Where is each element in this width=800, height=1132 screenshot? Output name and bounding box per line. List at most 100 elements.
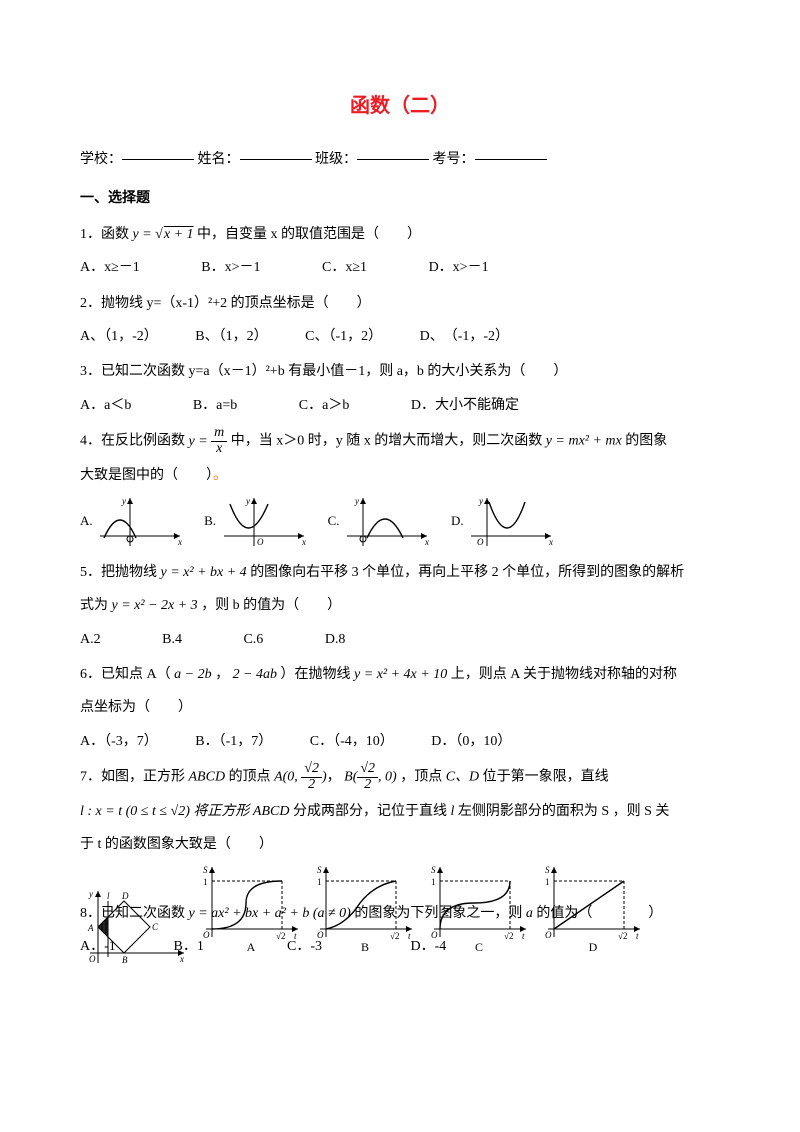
q6-eq: y = x² + 4x + 10	[354, 667, 447, 682]
q5-l2-p2: ，则 b 的值为（ ）	[201, 598, 341, 613]
q7-graph-c: tS O 1 √2	[426, 863, 532, 941]
q4-label-d: D.	[451, 513, 464, 528]
svg-text:D: D	[121, 891, 129, 901]
q4-graph-a-wrap[interactable]: A. xy	[80, 494, 186, 550]
q7-graph-c-wrap[interactable]: tS O 1 √2 C	[426, 863, 532, 966]
q5-opt-d[interactable]: D.8	[325, 625, 346, 654]
q7-graph-b: tS O 1 √2	[312, 863, 418, 941]
q7-l2p3: 分成两部分，记位于直线	[289, 804, 450, 819]
q7-graph-b-wrap[interactable]: tS O 1 √2 B	[312, 863, 418, 966]
q7-B-label: B(	[344, 770, 357, 785]
q2-options: A、（1，-2） B、（1，2） C、（-1，2） D、 （-1，-2）	[80, 322, 720, 351]
q3-stem: 3．已知二次函数 y=a（x－1）²+b 有最小值－1，则 a，b 的大小关系为…	[80, 364, 567, 379]
class-blank[interactable]	[357, 158, 429, 160]
q4-p1: 4．在反比例函数	[80, 434, 189, 449]
q6-p1: 6．已知点 A（	[80, 667, 171, 682]
q7-graph-a: tS O 1 √2	[198, 863, 304, 941]
q7-label-c: C	[426, 935, 532, 960]
q6-p3: 上，则点 A 关于抛物线对称轴的对称	[451, 667, 677, 682]
q1-stem-suffix: 中，自变量 x 的取值范围是（ ）	[197, 227, 421, 242]
name-blank[interactable]	[240, 158, 312, 160]
q4-den: x	[211, 442, 227, 457]
q3-opt-d[interactable]: D．大小不能确定	[411, 391, 519, 420]
q7-f1d: 2	[301, 778, 322, 793]
examno-blank[interactable]	[475, 158, 547, 160]
q2-opt-b[interactable]: B、（1，2）	[195, 322, 267, 351]
svg-text:y: y	[354, 496, 359, 506]
svg-text:y: y	[478, 496, 483, 506]
q6-opt-c[interactable]: C．（-4，10）	[310, 727, 394, 756]
svg-text:x: x	[424, 537, 429, 547]
svg-text:S: S	[317, 865, 322, 875]
q6-line2: 点坐标为（ ）	[80, 700, 192, 715]
q2-opt-a[interactable]: A、（1，-2）	[80, 322, 158, 351]
q5-opt-a[interactable]: A.2	[80, 625, 101, 654]
q6-opt-a[interactable]: A．（-3，7）	[80, 727, 158, 756]
q5-opt-b[interactable]: B.4	[162, 625, 182, 654]
student-info-line: 学校： 姓名： 班级： 考号：	[80, 145, 720, 174]
q4-label-a: A.	[80, 513, 93, 528]
q6-options: A．（-3，7） B．（-1，7） C．（-4，10） D．（0，10）	[80, 727, 720, 756]
q7-l2p4: 左侧阴影部分的面积为 S ，则 S 关	[454, 804, 669, 819]
question-3: 3．已知二次函数 y=a（x－1）²+b 有最小值－1，则 a，b 的大小关系为…	[80, 357, 720, 386]
q7-p1: 7．如图，正方形	[80, 770, 189, 785]
q7-label-d: D	[540, 935, 646, 960]
q7-graph-d-wrap[interactable]: tS O 1 √2 D	[540, 863, 646, 966]
q4-graph-c-wrap[interactable]: C. xy	[328, 494, 433, 550]
orange-dot-icon: 。	[213, 468, 227, 483]
q4-frac: y = mx	[189, 434, 231, 449]
question-2: 2．抛物线 y=（x-1）²+2 的顶点坐标是（ ）	[80, 289, 720, 318]
q4-graph-d: xy O	[467, 494, 557, 550]
svg-text:y: y	[245, 496, 250, 506]
q3-options: A．a＜b B．a=b C．a＞b D．大小不能确定	[80, 391, 720, 420]
q7-f2n: √2	[357, 762, 378, 778]
question-6: 6．已知点 A（ a − 2b ， 2 − 4ab ）在抛物线 y = x² +…	[80, 660, 720, 689]
page-title: 函数（二）	[80, 85, 720, 127]
q1-options: A．x≥－1 B．x>－1 C．x≥1 D．x>－1	[80, 253, 720, 282]
q4-p3: 的图象	[625, 434, 667, 449]
q4-num: m	[211, 426, 227, 442]
q7-graph-d: tS O 1 √2	[540, 863, 646, 941]
q2-opt-c[interactable]: C、（-1，2）	[305, 322, 382, 351]
q7-f1n: √2	[301, 762, 322, 778]
q1-opt-a[interactable]: A．x≥－1	[80, 253, 140, 282]
q1-opt-b[interactable]: B．x>－1	[201, 253, 260, 282]
q7-B-close: , 0)	[378, 770, 397, 785]
q7-p2: 的顶点	[229, 770, 275, 785]
q7-graph-a-wrap[interactable]: tS O 1 √2 A	[198, 863, 304, 966]
q7-l2p1: l : x = t (0 ≤ t ≤	[80, 804, 171, 819]
examno-label: 考号：	[433, 152, 475, 167]
school-blank[interactable]	[122, 158, 194, 160]
q4-graph-d-wrap[interactable]: D. xy O	[451, 494, 557, 550]
question-6-line2: 点坐标为（ ）	[80, 693, 720, 722]
q6-c1: ，	[215, 667, 229, 682]
q3-opt-c[interactable]: C．a＞b	[299, 391, 350, 420]
q5-l2-p1: 式为	[80, 598, 112, 613]
q1-opt-d[interactable]: D．x>－1	[429, 253, 489, 282]
svg-text:S: S	[431, 865, 436, 875]
q4-graph-b-wrap[interactable]: B. xy O	[204, 494, 309, 550]
svg-text:O: O	[257, 537, 264, 547]
q7-l2p2: ) 将正方形	[185, 804, 253, 819]
q1-stem-prefix: 1．函数	[80, 227, 133, 242]
question-7-line2: l : x = t (0 ≤ t ≤ √2) 将正方形 ABCD 分成两部分，记…	[80, 797, 720, 826]
q6-opt-d[interactable]: D．（0，10）	[431, 727, 511, 756]
q2-opt-d[interactable]: D、 （-1，-2）	[420, 322, 509, 351]
svg-text:l: l	[107, 891, 110, 901]
question-1: 1．函数 y = x + 1 中，自变量 x 的取值范围是（ ）	[80, 220, 720, 249]
q6-p2: ）在抛物线	[281, 667, 355, 682]
q3-opt-a[interactable]: A．a＜b	[80, 391, 131, 420]
svg-text:x: x	[177, 537, 182, 547]
q4-graph-a: xy	[96, 494, 186, 550]
svg-text:S: S	[545, 865, 550, 875]
q5-opt-c[interactable]: C.6	[243, 625, 263, 654]
q8-opt-a[interactable]: A．-1	[80, 932, 170, 961]
svg-text:C: C	[152, 922, 159, 932]
question-5: 5．把抛物线 y = x² + bx + 4 的图像向右平移 3 个单位，再向上…	[80, 558, 720, 587]
svg-text:1: 1	[203, 877, 208, 887]
q3-opt-b[interactable]: B．a=b	[193, 391, 237, 420]
q4-line2: 大致是图中的（ ）	[80, 468, 213, 483]
q6-opt-b[interactable]: B．（-1，7）	[195, 727, 272, 756]
svg-text:x: x	[301, 537, 306, 547]
q1-opt-c[interactable]: C．x≥1	[322, 253, 367, 282]
